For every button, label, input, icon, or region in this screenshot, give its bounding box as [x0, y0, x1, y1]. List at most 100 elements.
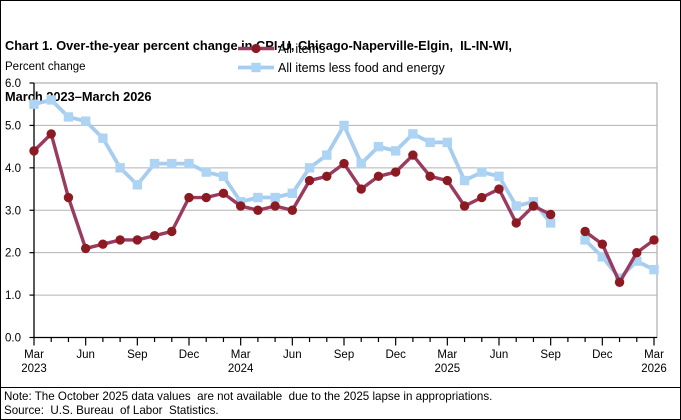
series-line: [33, 97, 553, 225]
data-point: [235, 201, 246, 211]
x-tick-month-label: Dec: [179, 349, 200, 361]
data-point: [339, 158, 349, 169]
data-point: [511, 218, 521, 228]
data-point: [477, 192, 487, 203]
legend-label-all-items: All items: [278, 41, 326, 56]
data-point: [253, 192, 263, 203]
data-point: [167, 158, 177, 169]
data-point: [390, 167, 401, 177]
data-point: [614, 277, 625, 288]
x-tick-month-label: Dec: [385, 349, 406, 361]
y-tick-label: 2.0: [5, 248, 21, 260]
data-point: [184, 192, 194, 203]
x-tick-month-label: Mar: [644, 349, 664, 361]
x-tick-year-label: 2024: [228, 363, 254, 375]
x-tick-year-label: 2025: [435, 363, 461, 375]
data-point: [580, 226, 590, 237]
y-tick-label: 1.0: [5, 290, 21, 302]
data-point: [132, 180, 143, 190]
chart-title-line1: Chart 1. Over-the-year percent change in…: [5, 38, 512, 53]
x-tick-month-label: Mar: [24, 349, 44, 361]
data-point: [46, 95, 56, 105]
data-point: [80, 116, 91, 126]
data-point: [597, 239, 608, 249]
data-point: [218, 188, 229, 198]
data-point: [29, 146, 39, 156]
data-point: [339, 120, 349, 131]
legend-item-all-items-less-food-energy: All items less food and energy: [237, 58, 445, 77]
data-point: [270, 201, 280, 211]
x-tick-month-label: Mar: [437, 349, 457, 361]
y-tick-label: 5.0: [5, 120, 21, 132]
all-items-line-swatch: [238, 43, 274, 54]
data-point: [322, 171, 332, 182]
data-point: [459, 201, 470, 211]
footer-divider: [0, 387, 681, 388]
series-all-items: [29, 129, 659, 288]
data-point: [201, 167, 211, 177]
data-point: [46, 129, 56, 139]
y-axis-title: Percent change: [5, 61, 86, 73]
y-tick-label: 4.0: [5, 163, 21, 175]
source-text: Source: U.S. Bureau of Labor Statistics.: [4, 404, 219, 417]
y-tick-label: 6.0: [5, 78, 21, 90]
data-point: [184, 158, 194, 169]
y-tick-label: 3.0: [5, 205, 21, 217]
data-point: [494, 171, 504, 182]
data-point: [356, 158, 366, 169]
data-point: [80, 243, 91, 254]
data-point: [477, 167, 487, 177]
data-point: [373, 141, 384, 152]
x-tick-year-label: 2026: [641, 363, 667, 375]
data-point: [270, 192, 280, 203]
data-point: [649, 235, 659, 245]
data-point: [201, 192, 211, 203]
legend-label-all-items-less-food-energy: All items less food and energy: [278, 60, 445, 75]
data-point: [115, 163, 125, 173]
data-point: [459, 175, 470, 186]
data-point: [494, 184, 504, 194]
data-point: [149, 231, 160, 241]
legend: All items All items less food and energy: [237, 39, 445, 77]
data-point: [98, 133, 108, 143]
x-tick-month-label: Sep: [540, 349, 560, 361]
data-point: [63, 112, 74, 122]
data-point: [511, 201, 521, 211]
data-point: [425, 137, 435, 148]
data-point: [253, 205, 263, 215]
y-tick-label: 0.0: [5, 333, 21, 345]
data-point: [63, 192, 74, 203]
data-point: [545, 209, 556, 220]
square-marker-icon: [251, 62, 261, 73]
data-point: [408, 129, 418, 139]
x-tick-month-label: Jun: [490, 349, 509, 361]
data-point: [528, 201, 539, 211]
data-point: [322, 150, 332, 160]
data-point: [287, 188, 298, 198]
data-point: [98, 239, 108, 249]
x-tick-month-label: Dec: [592, 349, 613, 361]
data-point: [442, 137, 453, 148]
x-tick-month-label: Mar: [231, 349, 251, 361]
data-point: [287, 205, 298, 215]
data-point: [649, 264, 659, 275]
legend-item-all-items: All items: [237, 39, 445, 58]
data-point: [304, 175, 315, 186]
data-point: [356, 184, 366, 194]
x-tick-month-label: Jun: [283, 349, 302, 361]
data-point: [304, 163, 315, 173]
data-point: [425, 171, 435, 182]
data-point: [408, 150, 418, 160]
x-tick-month-label: Sep: [127, 349, 147, 361]
core-line-swatch: [238, 62, 274, 73]
data-point: [390, 146, 401, 156]
data-point: [132, 235, 143, 245]
data-point: [373, 171, 384, 182]
data-point: [167, 226, 177, 237]
data-point: [597, 252, 608, 262]
data-point: [632, 247, 642, 258]
x-tick-year-label: 2023: [21, 363, 47, 375]
note-text: Note: The October 2025 data values are n…: [4, 390, 493, 403]
data-point: [218, 171, 229, 182]
